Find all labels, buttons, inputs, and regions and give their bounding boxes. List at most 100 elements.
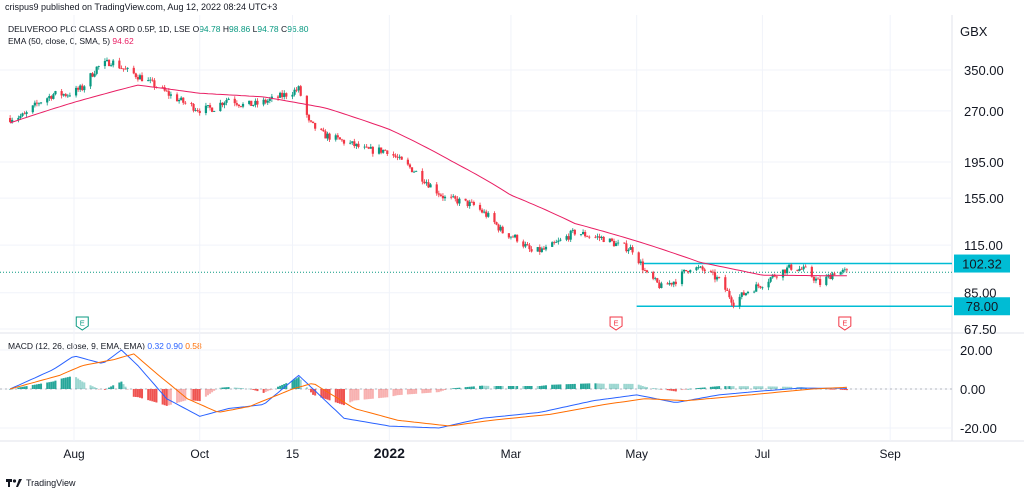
histogram-bar [336, 389, 339, 404]
histogram-bar [761, 386, 764, 389]
histogram-bar [21, 386, 24, 389]
histogram-bar [716, 386, 719, 389]
histogram-bar [213, 389, 216, 391]
histogram-bar [252, 389, 255, 390]
candle-body [470, 201, 473, 203]
candle-body [516, 234, 519, 242]
candle-body [553, 242, 556, 244]
histogram-bar [396, 389, 399, 396]
candle-body [19, 115, 22, 118]
candle-body [81, 85, 84, 91]
histogram-bar [35, 384, 38, 389]
histogram-bar [334, 389, 337, 403]
histogram-bar [701, 387, 704, 389]
candle-body [384, 149, 387, 151]
histogram-bar [233, 387, 236, 389]
candle-body [571, 229, 574, 231]
candle-body [841, 270, 844, 272]
candle-body [120, 68, 123, 70]
candle-body [134, 73, 137, 78]
histogram-bar [211, 389, 214, 393]
footer: TradingView [6, 478, 76, 488]
candle-body [495, 222, 498, 225]
candle-body [237, 104, 240, 107]
symbol-label[interactable]: DELIVEROO PLC CLASS A ORD 0.5P, 1D, LSE [8, 24, 191, 34]
histogram-bar [645, 387, 648, 389]
candle-body [658, 282, 661, 288]
candle-body [581, 232, 585, 235]
candle-body [713, 272, 717, 280]
histogram-bar [9, 389, 12, 390]
histogram-bar [406, 389, 409, 395]
histogram-bar [441, 389, 444, 391]
candle-body [213, 111, 216, 112]
candle-body [775, 276, 778, 278]
candle-body [557, 240, 560, 242]
histogram-bar [305, 387, 308, 389]
candle-body [408, 164, 412, 168]
histogram-bar [588, 383, 591, 389]
candle-body [398, 156, 401, 158]
candle-body [105, 59, 109, 62]
macd-legend[interactable]: MACD (12, 26, close, 9, EMA, EMA) 0.32 0… [8, 341, 202, 351]
candle-body [223, 102, 226, 106]
candle-body [825, 276, 828, 285]
histogram-bar [310, 389, 313, 393]
histogram-bar [538, 386, 541, 389]
candle-body [718, 277, 721, 278]
candle-body [307, 114, 311, 121]
ema-line [9, 84, 847, 277]
histogram-bar [167, 389, 170, 406]
candle-body [740, 292, 743, 297]
candle-body [250, 100, 253, 106]
candle-body [17, 117, 20, 120]
histogram-bar [641, 386, 644, 389]
ema-legend[interactable]: EMA (50, close, 0, SMA, 5) 94.62 [8, 36, 134, 46]
horizontal-levels: 102.32 78.00 [0, 254, 1010, 316]
candle-body [493, 213, 496, 223]
candle-body [674, 281, 677, 285]
histogram-bar [464, 387, 467, 389]
candle-body [744, 293, 747, 296]
histogram-bar [623, 383, 626, 389]
histogram-bar [654, 388, 657, 389]
candle-body [480, 209, 484, 213]
histogram-bar [437, 389, 440, 393]
candle-body [79, 85, 82, 90]
histogram-bar [281, 384, 284, 389]
earnings-marker-label: E [80, 319, 85, 328]
candle-body [11, 119, 14, 122]
candle-body [68, 95, 71, 97]
candle-body [643, 270, 647, 271]
level-label: 102.32 [962, 257, 1002, 272]
histogram-bar [695, 388, 698, 389]
histogram-bar [270, 389, 273, 390]
candle-body [610, 238, 614, 241]
histogram-bar [610, 383, 613, 389]
histogram-bar [551, 384, 554, 389]
candle-body [538, 247, 541, 253]
candle-body [588, 236, 591, 238]
histogram-bar [728, 386, 731, 389]
candle-body [728, 290, 731, 298]
candle-body [639, 261, 642, 264]
candle-body [790, 264, 793, 270]
candle-body [464, 198, 467, 201]
candle-body [153, 80, 156, 88]
candle-body [800, 268, 803, 270]
candle-body [487, 213, 490, 217]
histogram-bar [221, 387, 224, 389]
histogram-bar [845, 389, 848, 391]
histogram-bar [516, 386, 519, 389]
histogram-bar [571, 383, 574, 389]
histogram-bar [658, 388, 661, 390]
brand-label[interactable]: TradingView [26, 478, 76, 488]
histogram-bar [110, 386, 113, 389]
candle-body [322, 129, 325, 132]
price-chart[interactable]: 102.32 78.00 E E E 350.00 270.00 195.00 155.00… [0, 0, 1024, 478]
histogram-bar [169, 389, 172, 405]
histogram-bar [250, 389, 253, 390]
histogram-bar [134, 389, 137, 397]
histogram-bar [421, 389, 424, 394]
histogram-value: 0.58 [185, 341, 202, 351]
